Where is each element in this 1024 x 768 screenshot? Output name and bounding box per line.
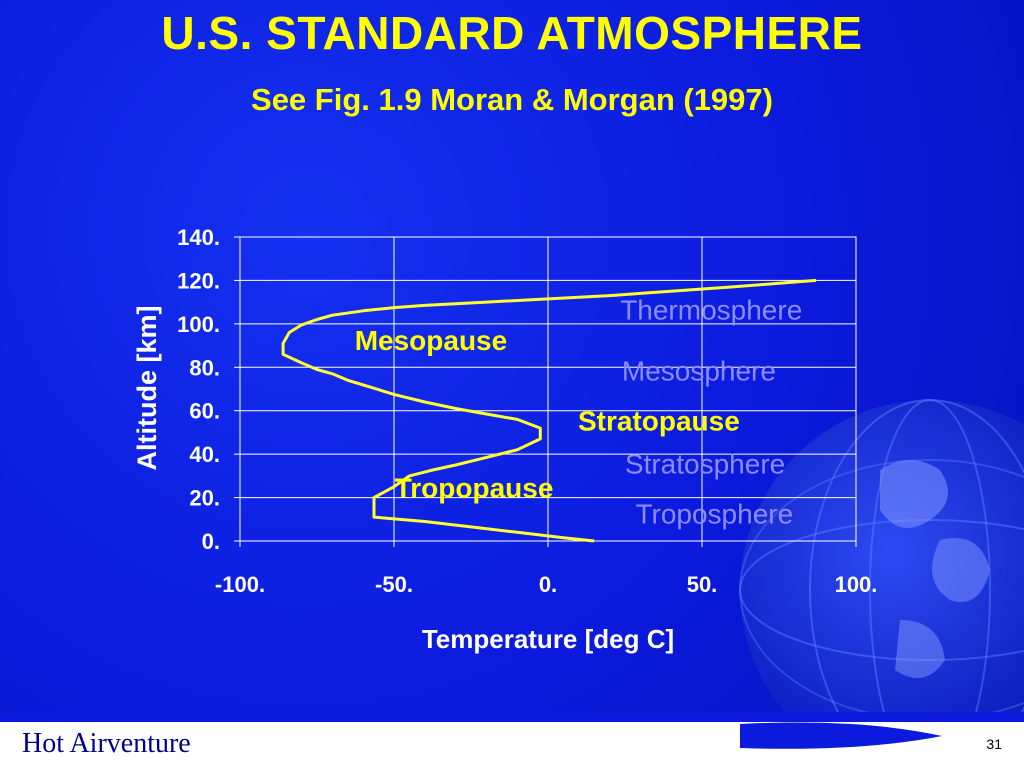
slide-title: U.S. STANDARD ATMOSPHERE: [161, 7, 863, 59]
pause-label-tropopause: Tropopause: [395, 473, 554, 504]
footer-title: Hot Airventure: [22, 728, 191, 759]
layer-label-thermosphere: Thermosphere: [620, 295, 802, 326]
y-tick-label: 0.: [202, 529, 220, 554]
x-axis-label: Temperature [deg C]: [422, 624, 674, 654]
y-tick-label: 100.: [177, 312, 220, 337]
temperature-profile-line: [281, 278, 817, 543]
y-tick-label: 60.: [189, 399, 220, 424]
y-tick-label: 20.: [189, 486, 220, 511]
x-tick-label: -50.: [375, 572, 413, 597]
x-tick-label: -100.: [215, 572, 265, 597]
y-tick-label: 140.: [177, 225, 220, 250]
layer-label-troposphere: Troposphere: [635, 499, 793, 530]
pause-label-mesopause: Mesopause: [355, 325, 508, 356]
y-axis-label: Altitude [km]: [132, 306, 162, 471]
pause-label-stratopause: Stratopause: [578, 405, 740, 436]
y-tick-label: 40.: [189, 442, 220, 467]
x-tick-label: 50.: [687, 572, 718, 597]
x-tick-label: 100.: [835, 572, 878, 597]
x-tick-label: 0.: [539, 572, 557, 597]
layer-label-stratosphere: Stratosphere: [625, 449, 785, 480]
page-number: 31: [986, 736, 1002, 752]
y-tick-label: 80.: [189, 355, 220, 380]
atmosphere-chart: 0. 20. 40. 60. 80. 100. 120. 140. -100. -50. 0. 50.…: [132, 225, 878, 654]
slide-subtitle: See Fig. 1.9 Moran & Morgan (1997): [251, 82, 773, 117]
y-tick-label: 120.: [177, 268, 220, 293]
layer-label-mesosphere: Mesosphere: [622, 355, 776, 386]
